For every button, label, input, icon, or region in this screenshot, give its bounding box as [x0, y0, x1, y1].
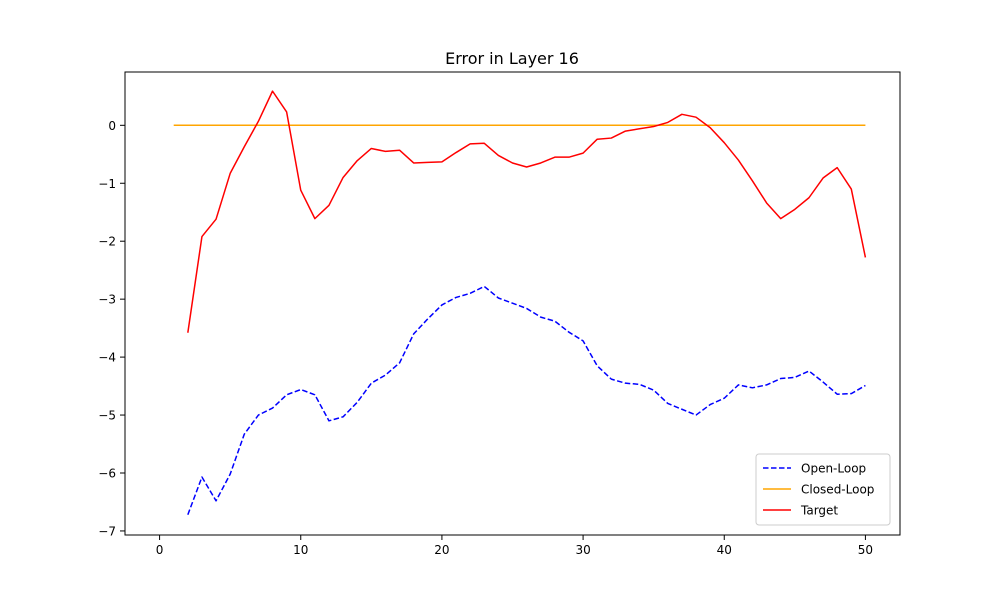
- legend: Open-Loop Closed-Loop Target: [755, 453, 891, 526]
- x-tick-label: 50: [858, 543, 873, 557]
- y-tick-label: −7: [98, 524, 116, 538]
- y-tick-label: −1: [98, 177, 116, 191]
- y-axis: 0 −1 −2 −3 −4 −5 −6 −7: [98, 119, 125, 538]
- x-tick-label: 20: [434, 543, 449, 557]
- x-tick-label: 30: [575, 543, 590, 557]
- legend-box: [755, 453, 891, 526]
- legend-label: Closed-Loop: [801, 483, 874, 497]
- y-tick-label: −4: [98, 351, 116, 365]
- legend-label: Open-Loop: [801, 462, 866, 476]
- series-line-target: [187, 90, 867, 333]
- y-tick-label: −2: [98, 235, 116, 249]
- x-tick-label: 40: [717, 543, 732, 557]
- series-line-open-loop: [187, 285, 866, 515]
- y-tick-label: −6: [98, 466, 116, 480]
- plot-area: 0 10 20 30 40 50 0 −1 −2 −3 −4 −5 −6 −7: [98, 71, 901, 557]
- axes-frame: [124, 71, 901, 536]
- y-tick-label: −3: [98, 293, 116, 307]
- legend-label: Target: [800, 504, 838, 518]
- x-tick-label: 0: [156, 543, 164, 557]
- x-axis: 0 10 20 30 40 50: [156, 535, 873, 557]
- y-tick-label: −5: [98, 409, 116, 423]
- y-tick-label: 0: [108, 119, 116, 133]
- x-tick-label: 10: [293, 543, 308, 557]
- series-layer: [173, 90, 867, 515]
- chart-title: Error in Layer 16: [445, 49, 579, 68]
